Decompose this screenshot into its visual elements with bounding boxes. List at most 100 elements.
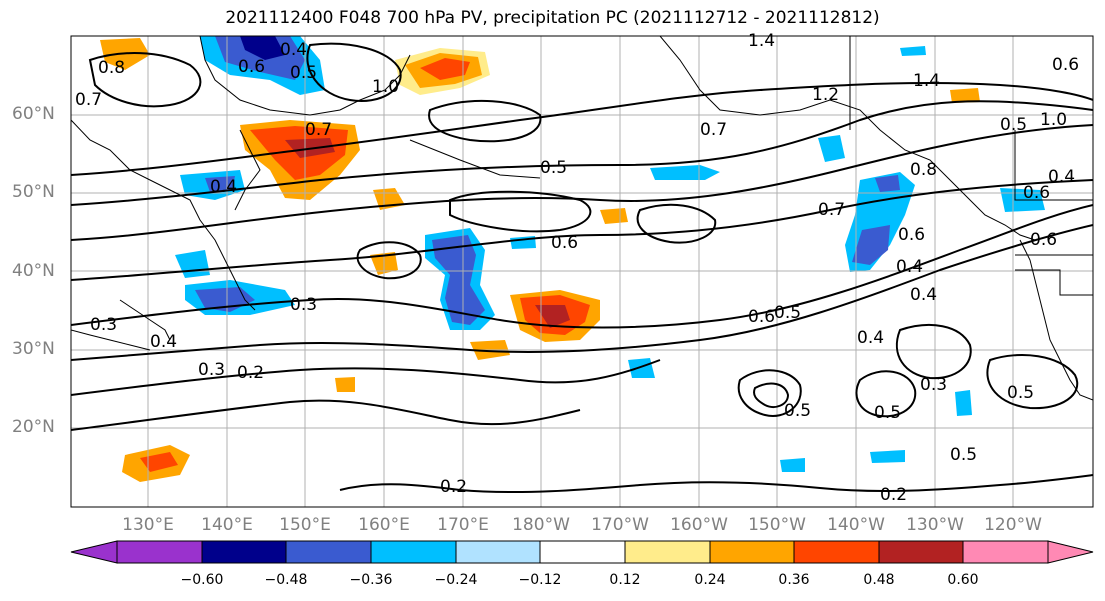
contour-label: 1.4 [913,71,940,91]
colorbar-segment [116,540,203,564]
contour-label: 0.6 [1030,230,1057,250]
contour-label: 0.5 [1000,115,1027,135]
contour-label: 0.3 [290,295,317,315]
precip-anomaly-negative [875,175,900,192]
colorbar-high-extension [1047,540,1094,564]
lon-label: 170°E [437,515,489,535]
colorbar-segment [793,540,880,564]
lon-label: 120°W [984,515,1042,535]
colorbar-tick-label: 0.60 [947,572,979,588]
contour-label: 0.4 [857,328,884,348]
colorbar-segment [539,540,626,564]
lon-label: 140°W [827,515,885,535]
colorbar-segment [285,540,372,564]
colorbar-low-extension [70,540,118,564]
contour-label: 0.4 [1048,167,1075,187]
lon-label: 130°W [906,515,964,535]
precip-anomaly-positive [140,452,178,472]
map-border [70,35,1094,508]
lon-label: 150°W [748,515,806,535]
contour-label: 0.7 [75,90,102,110]
contour-label: 0.5 [874,403,901,423]
contour-label: 1.2 [812,85,839,105]
precip-anomaly-negative [955,390,972,416]
lat-label: 60°N [12,104,55,124]
precip-anomaly-negative [900,46,926,56]
lat-label: 40°N [12,261,55,281]
lat-label: 30°N [12,339,55,359]
contour-label: 0.5 [950,445,977,465]
contour-label: 0.8 [98,58,125,78]
contour-label: 0.6 [551,233,578,253]
contour-label: 0.5 [290,63,317,83]
contour-label: 0.6 [898,225,925,245]
lat-label: 20°N [12,417,55,437]
lon-label: 170°W [591,515,649,535]
contour-label-layer: 1.4 1.4 0.4 0.5 0.6 0.8 0.7 0.7 1.0 1.2 … [75,31,1079,505]
precip-anomaly-negative [432,235,485,325]
contour-label: 0.2 [237,363,264,383]
contour-label: 0.5 [774,303,801,323]
colorbar-segment [962,540,1049,564]
contour-label: 0.4 [896,257,923,277]
lon-label: 150°E [279,515,331,535]
precip-anomaly-negative [215,36,305,80]
lon-label: 180°W [512,515,570,535]
colorbar-tick-label: −0.60 [180,572,224,588]
colorbar-segment [878,540,964,564]
precip-anomaly-positive [420,58,470,80]
colorbar [70,540,1094,564]
colorbar-segment [455,540,541,564]
contour-label: 0.4 [150,332,177,352]
colorbar-tick-label: −0.48 [264,572,308,588]
coastlines [71,36,1093,401]
contour-label: 0.4 [280,40,307,60]
lon-label: 140°E [201,515,253,535]
precip-anomaly-negative [650,165,720,180]
contour-label: 0.6 [1052,55,1079,75]
contour-label: 0.3 [920,375,947,395]
contour-label: 0.5 [784,401,811,421]
lat-label: 50°N [12,182,55,202]
colorbar-tick-label: 0.12 [609,572,641,588]
colorbar-tick-label: 0.36 [778,572,810,588]
precip-anomaly-negative [818,135,845,162]
colorbar-segment [709,540,795,564]
contour-label: 1.0 [372,77,399,97]
precip-anomaly-positive [335,377,355,392]
map-title: 2021112400 F048 700 hPa PV, precipitatio… [225,8,880,28]
colorbar-segment [370,540,457,564]
contour-label: 0.2 [440,477,467,497]
lon-label: 160°W [670,515,728,535]
colorbar-segment [201,540,287,564]
colorbar-tick-label: 0.48 [863,572,895,588]
precip-anomaly-positive [950,88,980,103]
colorbar-tick-label: 0.24 [694,572,726,588]
precip-anomaly-negative [628,358,655,378]
pv-contours [71,42,1093,494]
contour-label: 0.4 [210,177,237,197]
colorbar-tick-label: −0.36 [349,572,393,588]
contour-label: 1.0 [1040,110,1067,130]
contour-label: 0.2 [880,485,907,505]
contour-label: 0.8 [910,160,937,180]
contour-label: 1.4 [748,31,775,51]
contour-label: 0.5 [1007,383,1034,403]
contour-label: 0.6 [1023,183,1050,203]
contour-label: 0.7 [700,120,727,140]
colorbar-tick-label: −0.12 [518,572,562,588]
colorbar-segment [624,540,711,564]
lon-label: 160°E [358,515,410,535]
contour-label: 0.6 [748,307,775,327]
precip-anomaly-negative [240,36,285,60]
precip-anomaly-positive [600,208,628,224]
contour-label: 0.6 [238,57,265,77]
contour-label: 0.7 [305,120,332,140]
precip-anomaly-negative [780,458,805,472]
contour-label: 0.4 [910,285,937,305]
contour-label: 0.7 [818,200,845,220]
precip-anomaly-positive [535,305,570,328]
colorbar-tick-label: −0.24 [434,572,478,588]
precip-anomaly-negative [870,450,905,463]
